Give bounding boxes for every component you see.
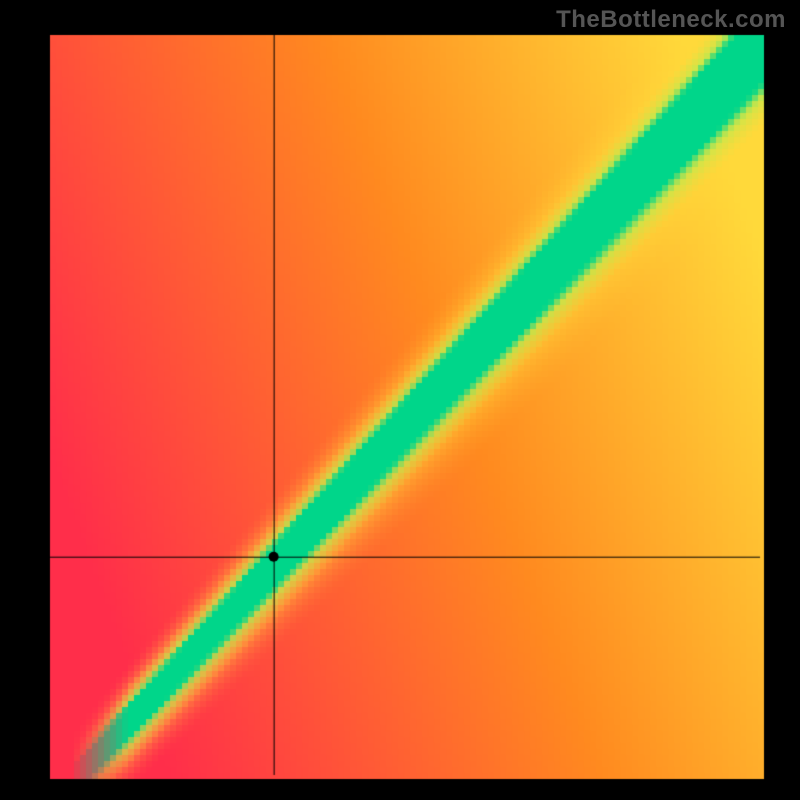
heatmap-canvas: [0, 0, 800, 800]
watermark-text: TheBottleneck.com: [556, 6, 786, 34]
chart-container: TheBottleneck.com: [0, 0, 800, 800]
